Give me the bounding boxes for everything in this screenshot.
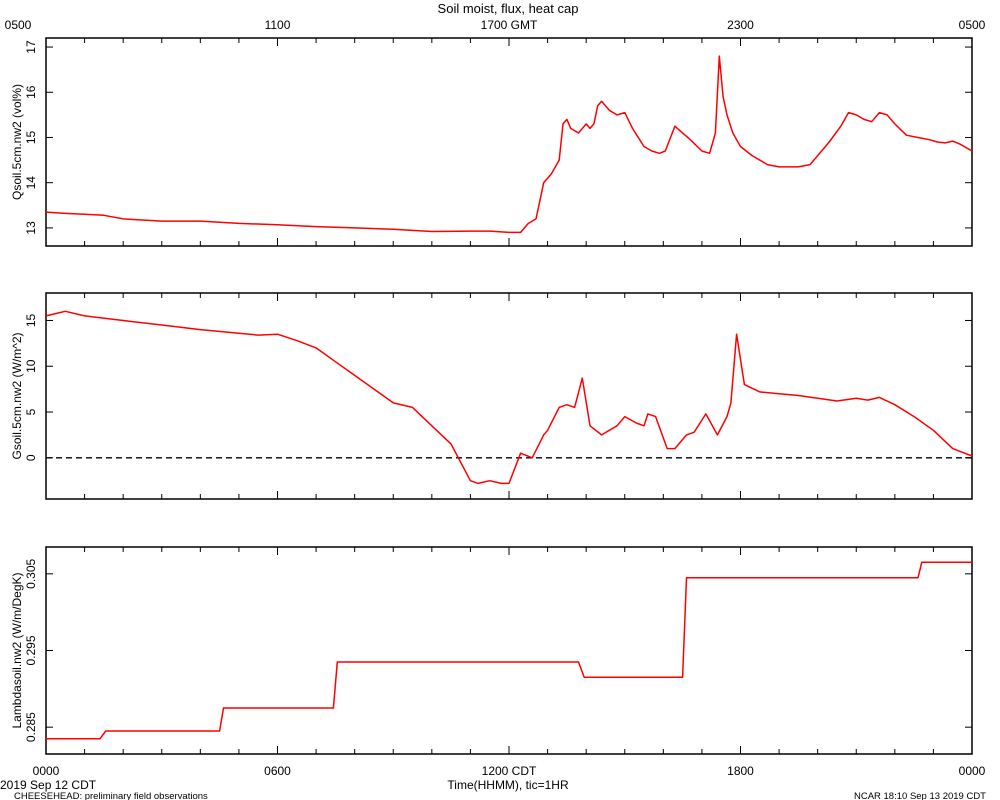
footer-right: NCAR 18:10 Sep 13 2019 CDT — [854, 791, 986, 800]
series-line — [45, 310, 973, 485]
y-axis-label: Lambdasoil.nw2 (W/m/DegK) — [10, 572, 24, 728]
y-tick-label: 17 — [24, 40, 38, 54]
y-tick-label: 16 — [24, 85, 38, 99]
bottom-tick-label: 0000 — [33, 764, 60, 778]
y-tick-label: 0.295 — [24, 635, 38, 665]
date-label: 2019 Sep 12 CDT — [0, 778, 97, 792]
y-tick-label: 15 — [24, 130, 38, 144]
y-axis-label: Qsoil.5cm.nw2 (vol%) — [10, 84, 24, 200]
footer-left: CHEESEHEAD: preliminary field observatio… — [14, 791, 208, 800]
y-tick-label: 10 — [24, 359, 38, 373]
top-tick-label: 2300 — [727, 18, 754, 32]
bottom-tick-label: 1800 — [727, 764, 754, 778]
bottom-tick-label: 0600 — [264, 764, 291, 778]
x-axis-title: Time(HHMM), tic=1HR — [447, 778, 569, 792]
top-tick-label: 0500 — [959, 18, 986, 32]
y-tick-label: 0.285 — [24, 712, 38, 742]
top-tick-label: 1100 — [265, 18, 291, 32]
bottom-tick-label: 0000 — [959, 764, 986, 778]
top-tick-label: 1700 GMT — [481, 18, 538, 32]
y-tick-label: 13 — [24, 221, 38, 235]
series-line — [45, 55, 973, 234]
y-tick-label: 15 — [24, 313, 38, 327]
plot-frame — [45, 292, 973, 500]
top-tick-label: 0500 — [5, 18, 32, 32]
series-line — [46, 561, 972, 740]
bottom-tick-label: 1200 CDT — [482, 764, 537, 778]
bottom-axis-labels: 0000 0600 1200 CDT 1800 0000 — [33, 764, 986, 778]
chart-title: Soil moist, flux, heat cap — [438, 1, 579, 16]
y-tick-label: 0.305 — [24, 558, 38, 588]
panel-1: 13 14 15 16 17 Qsoil.5cm.nw2 (vol%) — [10, 37, 973, 247]
y-tick-label: 0 — [24, 454, 38, 461]
y-tick-label: 14 — [24, 176, 38, 190]
top-axis-labels: 0500 1100 1700 GMT 2300 0500 — [5, 18, 986, 32]
y-axis-label: Gsoil.5cm.nw2 (W/m^2) — [10, 333, 24, 460]
plot-frame — [45, 37, 973, 247]
y-tick-label: 5 — [24, 408, 38, 415]
